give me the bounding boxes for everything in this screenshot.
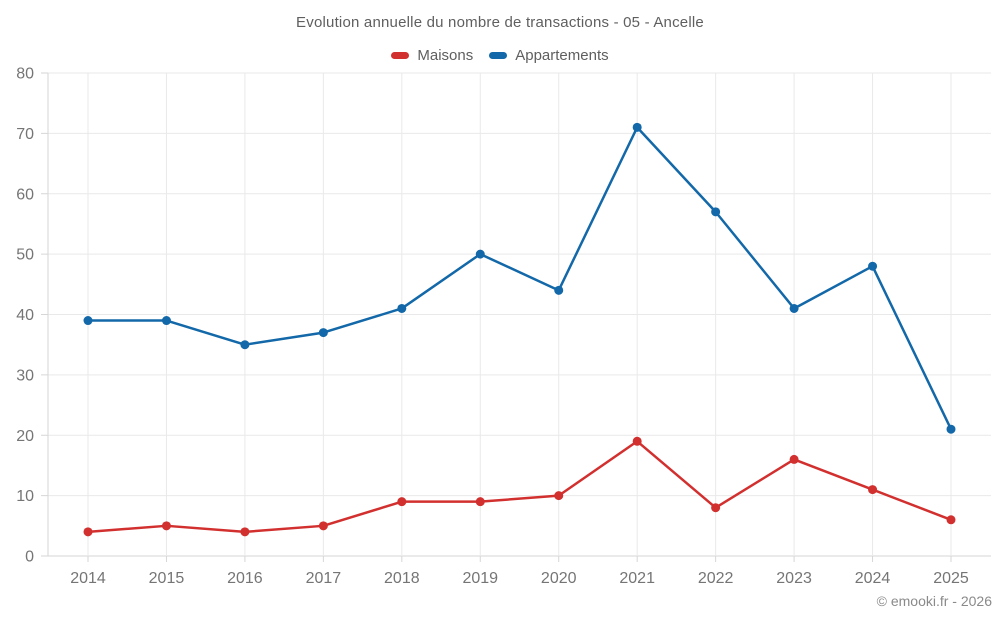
y-tick-label: 20 — [16, 428, 34, 445]
x-tick-label: 2021 — [619, 570, 655, 587]
data-point[interactable] — [161, 521, 171, 531]
series-maisons — [83, 436, 956, 537]
data-point[interactable] — [789, 454, 799, 464]
copyright-note: © emooki.fr - 2026 — [876, 593, 992, 609]
data-point[interactable] — [711, 207, 721, 217]
x-tick-label: 2022 — [698, 570, 734, 587]
data-point[interactable] — [240, 340, 250, 350]
y-tick-label: 80 — [16, 66, 34, 83]
data-point[interactable] — [554, 285, 564, 295]
legend-item-maisons[interactable]: Maisons — [391, 47, 473, 64]
data-point[interactable] — [711, 503, 721, 513]
data-point[interactable] — [83, 316, 93, 326]
data-point[interactable] — [397, 303, 407, 313]
y-tick-label: 30 — [16, 367, 34, 384]
data-point[interactable] — [868, 485, 878, 495]
x-tick-label: 2018 — [384, 570, 420, 587]
data-point[interactable] — [789, 303, 799, 313]
legend-item-appartements[interactable]: Appartements — [489, 46, 609, 64]
data-point[interactable] — [240, 527, 250, 537]
x-tick-label: 2017 — [306, 570, 342, 587]
series-line — [86, 440, 953, 534]
y-tick-label: 0 — [25, 549, 34, 566]
series-appartements — [83, 122, 956, 434]
data-point[interactable] — [161, 316, 171, 326]
chart-title: Evolution annuelle du nombre de transact… — [296, 14, 704, 31]
data-point[interactable] — [475, 497, 485, 507]
x-tick-label: 2019 — [462, 570, 498, 587]
y-tick-label: 10 — [16, 488, 34, 505]
y-tick-label: 60 — [16, 186, 34, 203]
data-point[interactable] — [475, 249, 485, 259]
data-point[interactable] — [318, 328, 328, 338]
x-tick-label: 2016 — [227, 570, 263, 587]
legend-label: Appartements — [515, 46, 609, 64]
y-tick-label: 70 — [16, 126, 34, 143]
grid: 0 10 20 30 40 50 60 70 80 2014 2015 2016 2017 2018 201… — [16, 66, 991, 587]
data-point[interactable] — [554, 491, 564, 501]
chart-legend: Maisons Appartements — [0, 44, 1000, 66]
data-point[interactable] — [83, 527, 93, 537]
series-line — [86, 126, 953, 431]
data-point[interactable] — [632, 436, 642, 446]
data-point[interactable] — [397, 497, 407, 507]
data-point[interactable] — [632, 122, 642, 132]
x-tick-label: 2024 — [855, 570, 891, 587]
x-tick-label: 2020 — [541, 570, 577, 587]
data-point[interactable] — [946, 515, 956, 525]
x-tick-label: 2014 — [70, 570, 106, 587]
y-tick-label: 40 — [16, 307, 34, 324]
y-tick-label: 50 — [16, 247, 34, 264]
x-tick-label: 2023 — [776, 570, 812, 587]
data-point[interactable] — [946, 424, 956, 434]
legend-swatch — [391, 51, 410, 59]
legend-label: Maisons — [417, 46, 474, 64]
data-point[interactable] — [318, 521, 328, 531]
x-tick-label: 2015 — [149, 570, 185, 587]
data-point[interactable] — [868, 261, 878, 271]
legend-swatch — [489, 51, 508, 59]
x-tick-label: 2025 — [933, 570, 969, 587]
